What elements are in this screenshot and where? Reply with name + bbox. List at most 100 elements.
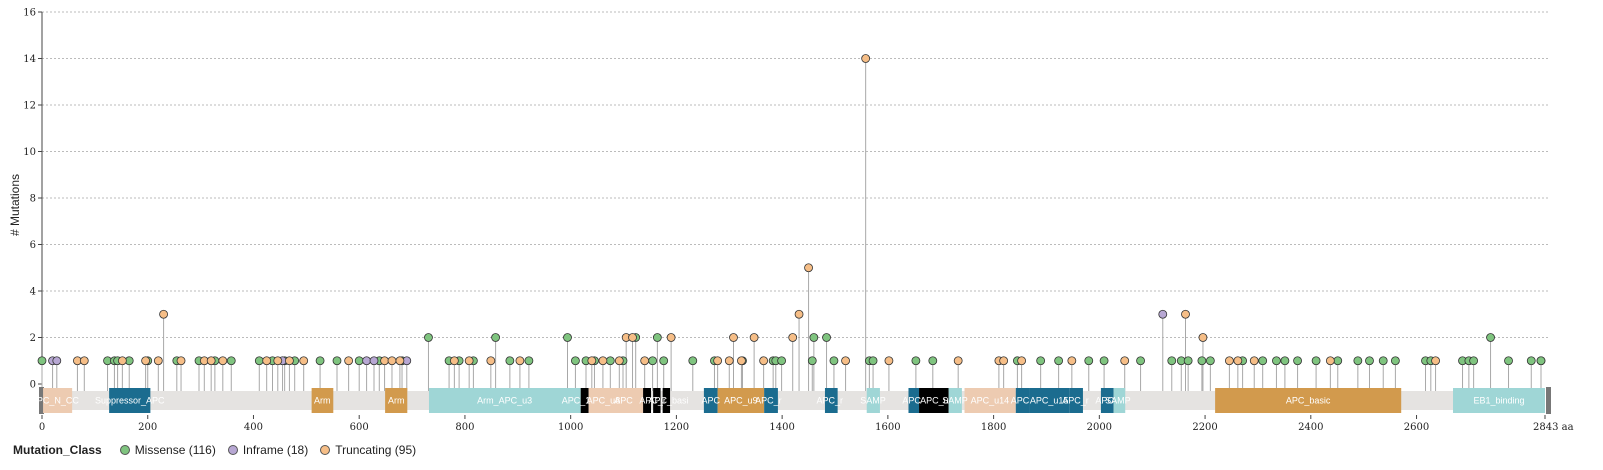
protein-domain[interactable] bbox=[311, 388, 334, 413]
mutation-point-truncating[interactable] bbox=[1431, 356, 1440, 366]
mutation-point-missense[interactable] bbox=[928, 356, 938, 366]
protein-domain[interactable] bbox=[908, 388, 920, 413]
mutation-point-truncating[interactable] bbox=[759, 356, 769, 366]
mutation-point-truncating[interactable] bbox=[1181, 309, 1190, 319]
protein-domain[interactable] bbox=[1215, 388, 1402, 413]
mutation-point-missense[interactable] bbox=[648, 356, 658, 366]
mutation-point-truncating[interactable] bbox=[953, 356, 963, 366]
mutation-point-missense[interactable] bbox=[1036, 356, 1046, 366]
mutation-point-missense[interactable] bbox=[505, 356, 515, 366]
mutation-point-missense[interactable] bbox=[1197, 356, 1207, 366]
mutation-point-missense[interactable] bbox=[1280, 356, 1290, 366]
mutation-point-truncating[interactable] bbox=[841, 356, 850, 366]
mutation-point-missense[interactable] bbox=[1333, 356, 1343, 366]
protein-domain[interactable] bbox=[1113, 388, 1126, 413]
mutation-point-missense[interactable] bbox=[822, 333, 831, 342]
mutation-point-truncating[interactable] bbox=[861, 54, 871, 63]
mutation-point-missense[interactable] bbox=[524, 356, 534, 366]
mutation-point-missense[interactable] bbox=[1536, 356, 1546, 366]
mutation-point-truncating[interactable] bbox=[515, 356, 525, 366]
mutation-point-truncating[interactable] bbox=[464, 356, 474, 366]
mutation-point-missense[interactable] bbox=[1136, 356, 1145, 366]
protein-domain[interactable] bbox=[1029, 388, 1070, 413]
mutation-point-truncating[interactable] bbox=[1233, 356, 1243, 366]
mutation-point-truncating[interactable] bbox=[640, 356, 650, 366]
mutation-point-truncating[interactable] bbox=[285, 356, 294, 366]
mutation-point-missense[interactable] bbox=[571, 356, 580, 366]
mutation-point-missense[interactable] bbox=[1353, 356, 1363, 366]
mutation-point-missense[interactable] bbox=[1486, 333, 1495, 342]
mutation-point-missense[interactable] bbox=[332, 356, 342, 366]
protein-domain[interactable] bbox=[964, 388, 1016, 413]
mutation-point-missense[interactable] bbox=[605, 356, 615, 366]
mutation-point-missense[interactable] bbox=[659, 356, 669, 366]
protein-domain[interactable] bbox=[703, 388, 718, 413]
mutation-point-truncating[interactable] bbox=[153, 356, 163, 366]
mutation-point-truncating[interactable] bbox=[449, 356, 459, 366]
mutation-point-truncating[interactable] bbox=[141, 356, 151, 366]
mutation-point-truncating[interactable] bbox=[218, 356, 228, 366]
mutation-point-missense[interactable] bbox=[226, 356, 236, 366]
mutation-point-inframe[interactable] bbox=[52, 356, 62, 366]
mutation-point-truncating[interactable] bbox=[804, 263, 813, 273]
mutation-point-truncating[interactable] bbox=[614, 356, 624, 366]
mutation-point-truncating[interactable] bbox=[794, 309, 804, 319]
mutation-point-missense[interactable] bbox=[807, 356, 817, 366]
mutation-point-truncating[interactable] bbox=[749, 333, 759, 342]
mutation-point-truncating[interactable] bbox=[387, 356, 397, 366]
mutation-point-truncating[interactable] bbox=[713, 356, 723, 366]
protein-domain[interactable] bbox=[580, 388, 589, 413]
protein-domain[interactable] bbox=[588, 388, 644, 413]
mutation-point-missense[interactable] bbox=[491, 333, 500, 342]
mutation-point-truncating[interactable] bbox=[999, 356, 1009, 366]
protein-domain[interactable] bbox=[824, 388, 838, 413]
mutation-point-truncating[interactable] bbox=[788, 333, 798, 342]
mutation-point-truncating[interactable] bbox=[117, 356, 127, 366]
mutation-point-missense[interactable] bbox=[1099, 356, 1109, 366]
mutation-point-truncating[interactable] bbox=[1325, 356, 1335, 366]
mutation-point-missense[interactable] bbox=[1084, 356, 1094, 366]
mutation-point-truncating[interactable] bbox=[724, 356, 734, 366]
mutation-point-missense[interactable] bbox=[37, 356, 47, 366]
mutation-point-missense[interactable] bbox=[1365, 356, 1374, 366]
mutation-point-truncating[interactable] bbox=[1249, 356, 1259, 366]
mutation-point-missense[interactable] bbox=[688, 356, 698, 366]
protein-domain[interactable] bbox=[1100, 388, 1114, 413]
protein-domain[interactable] bbox=[866, 388, 880, 413]
mutation-point-truncating[interactable] bbox=[1198, 333, 1208, 342]
mutation-point-truncating[interactable] bbox=[262, 356, 272, 366]
mutation-point-truncating[interactable] bbox=[206, 356, 216, 366]
mutation-point-truncating[interactable] bbox=[176, 356, 186, 366]
mutation-point-missense[interactable] bbox=[1054, 356, 1064, 366]
protein-domain[interactable] bbox=[717, 388, 765, 413]
protein-domain[interactable] bbox=[1015, 388, 1030, 413]
mutation-point-inframe[interactable] bbox=[1158, 309, 1168, 319]
protein-domain[interactable] bbox=[109, 388, 151, 413]
mutation-point-missense[interactable] bbox=[1258, 356, 1268, 366]
mutation-point-truncating[interactable] bbox=[884, 356, 894, 366]
protein-domain[interactable] bbox=[662, 388, 671, 413]
mutation-point-truncating[interactable] bbox=[628, 333, 637, 342]
mutation-point-truncating[interactable] bbox=[79, 356, 89, 366]
mutation-point-truncating[interactable] bbox=[395, 356, 405, 366]
mutation-point-truncating[interactable] bbox=[587, 356, 597, 366]
mutation-point-truncating[interactable] bbox=[380, 356, 389, 366]
mutation-point-truncating[interactable] bbox=[1224, 356, 1234, 366]
mutation-point-truncating[interactable] bbox=[666, 333, 676, 342]
mutation-point-truncating[interactable] bbox=[273, 356, 283, 366]
mutation-point-missense[interactable] bbox=[563, 333, 572, 342]
mutation-point-missense[interactable] bbox=[1167, 356, 1177, 366]
protein-domain[interactable] bbox=[653, 388, 661, 413]
mutation-point-truncating[interactable] bbox=[737, 356, 746, 366]
mutation-point-missense[interactable] bbox=[829, 356, 839, 366]
mutation-point-inframe[interactable] bbox=[369, 356, 379, 366]
mutation-point-truncating[interactable] bbox=[1120, 356, 1130, 366]
protein-domain[interactable] bbox=[764, 388, 778, 413]
mutation-point-truncating[interactable] bbox=[159, 309, 168, 319]
mutation-point-missense[interactable] bbox=[254, 356, 264, 366]
mutation-point-missense[interactable] bbox=[868, 356, 878, 366]
mutation-point-missense[interactable] bbox=[1378, 356, 1388, 366]
protein-domain[interactable] bbox=[948, 388, 962, 413]
legend-item-truncating[interactable]: Truncating (95) bbox=[320, 443, 416, 457]
mutation-point-missense[interactable] bbox=[1205, 356, 1215, 366]
